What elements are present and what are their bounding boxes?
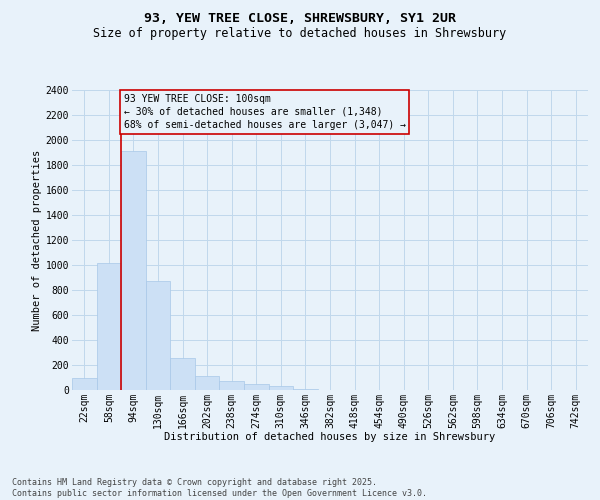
Bar [195,376,220,390]
X-axis label: Distribution of detached houses by size in Shrewsbury: Distribution of detached houses by size … [164,432,496,442]
Bar [244,384,269,390]
Bar [121,151,146,390]
Y-axis label: Number of detached properties: Number of detached properties [32,150,41,330]
Text: Size of property relative to detached houses in Shrewsbury: Size of property relative to detached ho… [94,28,506,40]
Bar [220,380,244,390]
Text: 93, YEW TREE CLOSE, SHREWSBURY, SY1 2UR: 93, YEW TREE CLOSE, SHREWSBURY, SY1 2UR [144,12,456,26]
Text: Contains HM Land Registry data © Crown copyright and database right 2025.
Contai: Contains HM Land Registry data © Crown c… [12,478,427,498]
Bar [72,378,97,390]
Bar [146,281,170,390]
Bar [269,386,293,390]
Bar [97,262,121,390]
Text: 93 YEW TREE CLOSE: 100sqm
← 30% of detached houses are smaller (1,348)
68% of se: 93 YEW TREE CLOSE: 100sqm ← 30% of detac… [124,94,406,130]
Bar [293,389,318,390]
Bar [170,358,195,390]
